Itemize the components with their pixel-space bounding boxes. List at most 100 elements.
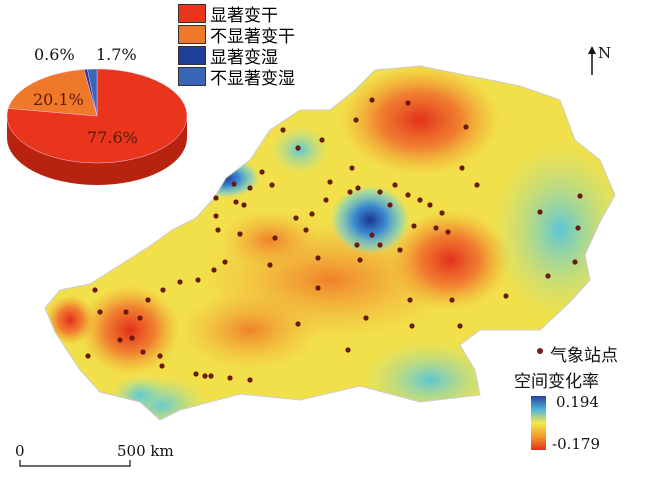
station-dot [357, 257, 363, 263]
station-dot [345, 347, 351, 353]
stations-layer [85, 97, 583, 383]
station-dot [409, 323, 415, 329]
legend-swatch [178, 4, 206, 23]
station-dot [247, 377, 253, 383]
station-dot [315, 255, 321, 261]
station-dot [405, 192, 411, 198]
pie-slice [87, 68, 98, 117]
station-dot [295, 145, 301, 151]
station-dot [280, 127, 286, 133]
station-dot [231, 181, 237, 187]
station-dot [267, 262, 273, 268]
pie-label-0.6: 0.6% [34, 45, 75, 64]
station-dot [195, 277, 201, 283]
legend-label: 显著变干 [210, 6, 278, 26]
station-dot [193, 371, 199, 377]
colorbar-min: -0.179 [552, 435, 601, 453]
station-dot [303, 227, 309, 233]
station-dot [577, 193, 583, 199]
station-dot [449, 297, 455, 303]
station-dot [323, 197, 329, 203]
station-dot [354, 242, 360, 248]
station-dot [241, 202, 247, 208]
station-dot [293, 215, 299, 221]
station-dot [445, 229, 451, 235]
station-dot [405, 100, 411, 106]
station-dot [213, 213, 219, 219]
scale-start: 0 [15, 442, 25, 460]
station-dot [327, 179, 333, 185]
station-dot [145, 297, 151, 303]
station-dot [247, 185, 253, 191]
station-dot [123, 309, 129, 315]
pie-label-1.7: 1.7% [96, 45, 137, 64]
station-dot [427, 202, 433, 208]
station-dot [575, 225, 581, 231]
north-arrow-icon [588, 46, 596, 75]
station-dot [208, 373, 214, 379]
station-dot [417, 197, 423, 203]
pie-chart [6, 68, 188, 185]
station-dot [433, 225, 439, 231]
station-dot [85, 353, 91, 359]
scale-bar [19, 460, 131, 467]
station-dot [202, 373, 208, 379]
station-dot [537, 209, 543, 215]
station-dot [215, 227, 221, 233]
station-dot [211, 267, 217, 273]
station-dot [457, 323, 463, 329]
station-dot [392, 182, 398, 188]
legend-item: 不显著变干 [178, 24, 295, 47]
station-dot [353, 117, 359, 123]
legend-label: 不显著变湿 [210, 69, 295, 89]
station-dot [159, 363, 165, 369]
station-dot [97, 309, 103, 315]
station-dot [377, 189, 383, 195]
station-dot [439, 210, 445, 216]
station-dot [269, 182, 275, 188]
station-dot [411, 223, 417, 229]
station-dot [227, 375, 233, 381]
region-outline [44, 65, 616, 421]
pie-side [7, 116, 187, 185]
legend-item: 显著变湿 [178, 45, 278, 68]
station-dot [315, 285, 321, 291]
station-dot [160, 287, 166, 293]
station-dot [140, 349, 146, 355]
station-dot [369, 97, 375, 103]
station-dot [503, 293, 509, 299]
station-dot [572, 259, 578, 265]
colorbar-max: 0.194 [556, 393, 599, 411]
station-dot [222, 259, 228, 265]
legend-label: 显著变湿 [210, 48, 278, 68]
station-dot [387, 202, 393, 208]
station-dot [157, 353, 163, 359]
station-dot [407, 297, 413, 303]
station-dot [355, 185, 361, 191]
station-dot [137, 315, 143, 321]
rate-legend-title: 空间变化率 [514, 372, 599, 392]
legend-swatch [178, 67, 206, 86]
pie-label-20.1: 20.1% [33, 90, 84, 109]
station-legend-label: 气象站点 [550, 346, 618, 366]
legend-label: 不显著变干 [210, 27, 295, 47]
station-dot [545, 273, 551, 279]
station-dot [233, 199, 239, 205]
scale-end: 500 km [117, 442, 174, 460]
station-dot [177, 279, 183, 285]
station-dot [272, 235, 278, 241]
legend-item: 显著变干 [178, 3, 278, 26]
station-dot [213, 195, 219, 201]
station-dot [397, 247, 403, 253]
legend-swatch [178, 46, 206, 65]
station-dot [463, 124, 469, 130]
station-dot [474, 182, 480, 188]
station-dot [377, 242, 383, 248]
pie-label-77.6: 77.6% [87, 128, 138, 147]
station-dot [129, 335, 135, 341]
station-dot [369, 232, 375, 238]
station-dot [363, 315, 369, 321]
